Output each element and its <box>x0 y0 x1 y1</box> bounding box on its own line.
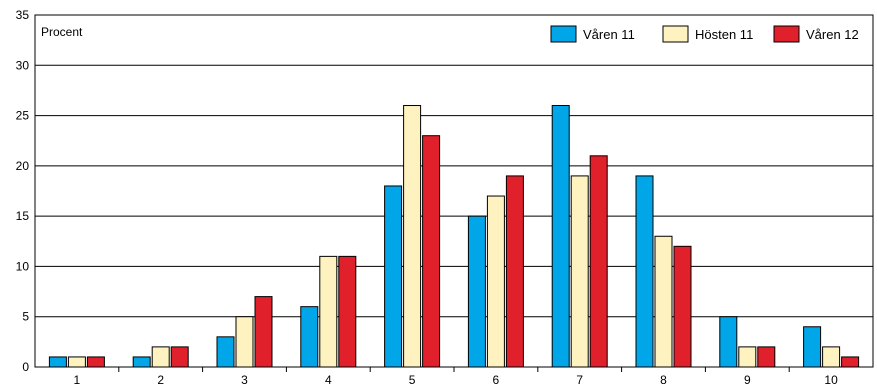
bar-series-1-cat-9 <box>719 316 738 368</box>
y-tick-label: 5 <box>22 310 29 324</box>
bar-series-2-cat-9 <box>738 346 757 368</box>
bar-series-1-cat-5 <box>384 185 403 368</box>
x-axis-ticks: 1 2 3 4 5 6 7 8 9 10 <box>74 367 838 387</box>
x-tick-label: 10 <box>824 373 838 387</box>
bar-series-2-cat-1 <box>67 356 86 368</box>
x-tick-label: 8 <box>660 373 667 387</box>
bar-series-3-cat-9 <box>757 346 776 368</box>
legend-swatch-1 <box>550 25 577 43</box>
bars <box>48 105 860 368</box>
legend-swatch-2 <box>662 25 689 43</box>
bar-series-3-cat-4 <box>338 255 357 368</box>
bar-series-2-cat-7 <box>570 175 589 368</box>
bar-series-2-cat-10 <box>822 346 841 368</box>
legend: Våren 11 Hösten 11 Våren 12 <box>550 25 859 43</box>
bar-series-1-cat-1 <box>48 356 67 368</box>
bar-series-3-cat-8 <box>673 245 692 368</box>
bar-series-3-cat-2 <box>170 346 189 368</box>
legend-label-3: Våren 12 <box>806 27 859 42</box>
bar-series-1-cat-6 <box>467 215 486 368</box>
bar-series-1-cat-7 <box>551 105 570 368</box>
grid-lines <box>35 64 873 318</box>
x-tick-label: 3 <box>241 373 248 387</box>
y-axis-label: Procent <box>41 25 83 39</box>
bar-series-3-cat-5 <box>422 135 441 368</box>
bar-series-2-cat-4 <box>319 255 338 368</box>
x-tick-label: 5 <box>409 373 416 387</box>
y-tick-label: 30 <box>16 58 30 72</box>
bar-series-1-cat-8 <box>635 175 654 368</box>
bar-series-3-cat-7 <box>589 155 608 368</box>
y-tick-label: 35 <box>16 8 30 22</box>
y-tick-label: 10 <box>16 259 30 273</box>
y-tick-label: 20 <box>16 159 30 173</box>
y-tick-label: 15 <box>16 209 30 223</box>
x-tick-label: 7 <box>576 373 583 387</box>
bar-series-2-cat-2 <box>151 346 170 368</box>
legend-swatch-3 <box>773 25 800 43</box>
bar-series-3-cat-1 <box>86 356 105 368</box>
bar-series-1-cat-4 <box>300 306 319 368</box>
legend-label-2: Hösten 11 <box>695 27 753 42</box>
y-tick-label: 0 <box>22 360 29 374</box>
plot-frame <box>34 14 874 368</box>
bar-series-2-cat-8 <box>654 235 673 368</box>
x-tick-label: 2 <box>157 373 164 387</box>
bar-series-2-cat-6 <box>486 195 505 368</box>
y-axis-ticks: 0 5 10 15 20 25 30 35 <box>16 8 30 374</box>
x-tick-label: 9 <box>744 373 751 387</box>
bar-series-1-cat-10 <box>803 326 822 368</box>
legend-label-1: Våren 11 <box>583 27 635 42</box>
y-tick-label: 25 <box>16 109 30 123</box>
x-tick-label: 6 <box>493 373 500 387</box>
bar-series-3-cat-10 <box>841 356 860 368</box>
bar-series-2-cat-5 <box>403 105 422 368</box>
bar-series-1-cat-3 <box>216 336 235 368</box>
x-tick-label: 4 <box>325 373 332 387</box>
bar-series-3-cat-3 <box>254 296 273 368</box>
bar-series-2-cat-3 <box>235 316 254 368</box>
x-tick-label: 1 <box>74 373 81 387</box>
bar-series-1-cat-2 <box>132 356 151 368</box>
bar-series-3-cat-6 <box>505 175 524 368</box>
